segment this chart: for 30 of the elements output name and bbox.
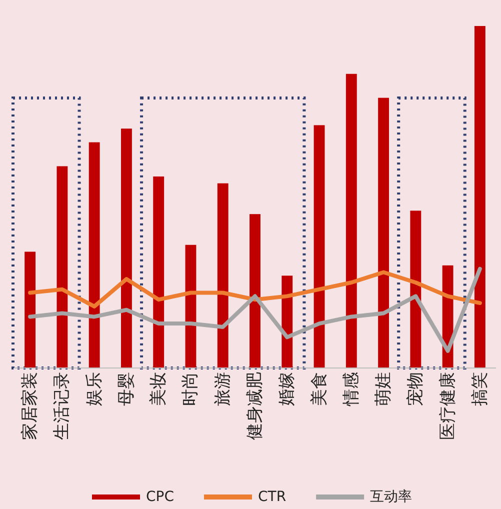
x-tick-label: 娱乐 xyxy=(84,372,104,406)
x-tick-label: 搞笑 xyxy=(470,372,490,406)
bar xyxy=(378,98,389,368)
x-tick-label: 美食 xyxy=(309,372,330,406)
x-tick-label: 健身减肥 xyxy=(245,372,265,440)
legend-label: 互动率 xyxy=(370,489,412,505)
x-tick-label: 旅游 xyxy=(212,372,233,406)
bar xyxy=(153,176,164,368)
legend-label: CTR xyxy=(258,489,286,505)
bar xyxy=(474,26,486,368)
x-tick-label: 萌娃 xyxy=(374,372,394,406)
bar xyxy=(410,210,422,368)
bar xyxy=(314,125,325,368)
bar xyxy=(56,166,68,368)
bar xyxy=(217,183,228,368)
bar xyxy=(88,142,100,368)
x-tick-label: 宠物 xyxy=(406,372,426,406)
bar xyxy=(121,128,132,368)
x-tick-label: 情感 xyxy=(341,372,362,407)
bar xyxy=(346,74,357,368)
bar xyxy=(250,214,260,368)
bar xyxy=(24,252,36,368)
x-tick-label: 婚嫁 xyxy=(277,372,298,406)
x-tick-label: 医疗健康 xyxy=(438,372,458,440)
legend-label: CPC xyxy=(146,489,174,505)
x-tick-label: 时尚 xyxy=(180,372,201,406)
x-tick-label: 美妆 xyxy=(148,372,169,406)
x-tick-label: 生活记录 xyxy=(52,372,72,440)
x-tick-label: 家居家装 xyxy=(20,372,40,440)
x-tick-label: 母婴 xyxy=(116,372,136,406)
